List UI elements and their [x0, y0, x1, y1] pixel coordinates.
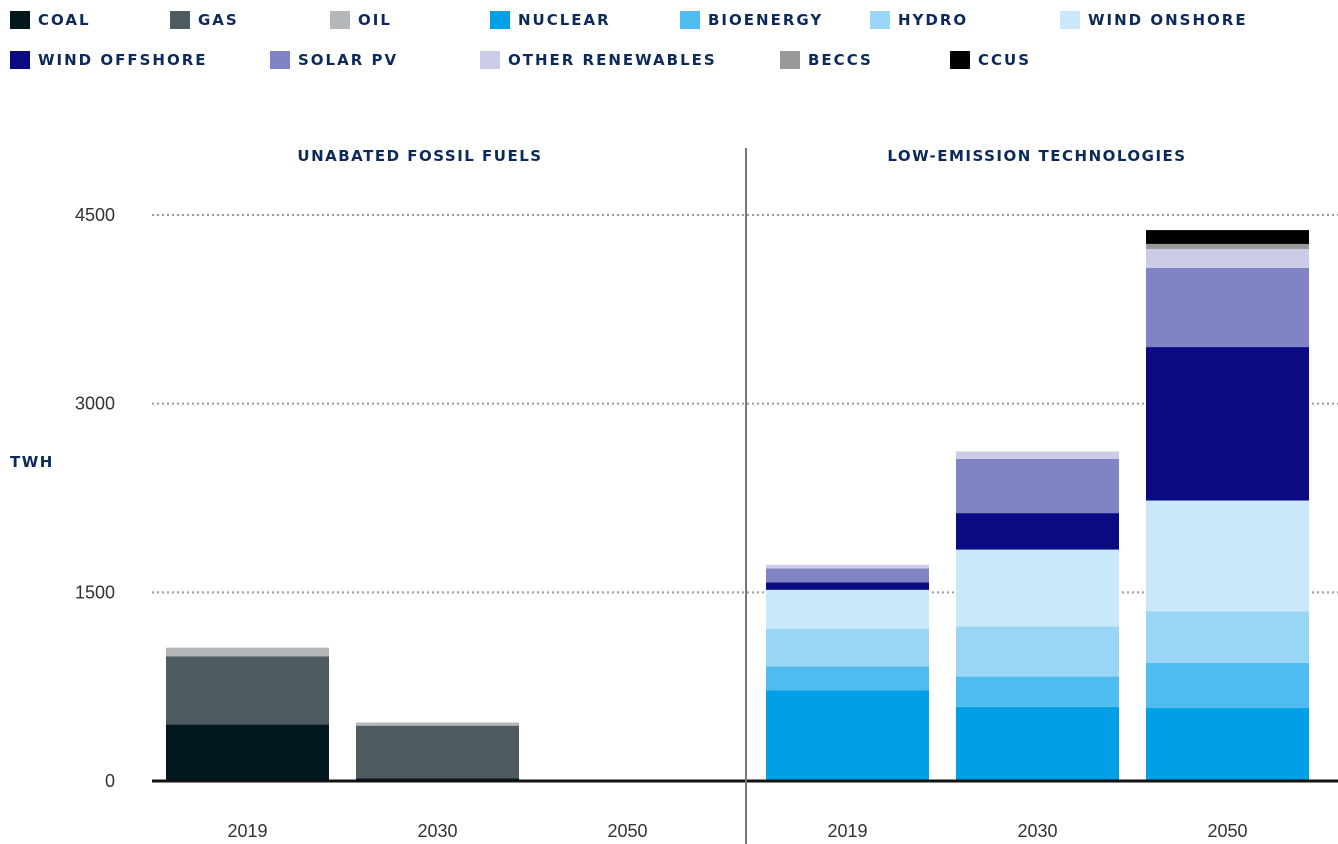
bar-segment-other-renewables [766, 564, 929, 569]
legend-label: CCUS [978, 51, 1031, 69]
legend-item-other-renewables: OTHER RENEWABLES [480, 46, 780, 74]
bar-segment-wind-onshore [1146, 500, 1309, 612]
axes: 0 1500 3000 4500 2019 2030 2050 2019 2030 2050 [75, 148, 1338, 844]
bar-segment-wind-offshore [766, 582, 929, 590]
legend-swatch [780, 51, 800, 69]
legend-label: BECCS [808, 51, 873, 69]
legend-row: COAL GAS OIL NUCLEAR BIOENERGY HYDRO WIN… [10, 6, 1330, 34]
x-tick-label: 2030 [1017, 821, 1057, 841]
legend-swatch [10, 51, 30, 69]
panel-title-low-emission: LOW-EMISSION TECHNOLOGIES [887, 147, 1186, 165]
x-tick-label: 2019 [227, 821, 267, 841]
bar-segment-solar-pv [956, 459, 1119, 514]
legend-label: COAL [38, 11, 91, 29]
legend-label: SOLAR PV [298, 51, 399, 69]
bar-segment-ccus [1146, 230, 1309, 244]
bars [166, 230, 1309, 781]
legend-swatch [170, 11, 190, 29]
legend-label: GAS [198, 11, 239, 29]
bar-segment-bioenergy [766, 666, 929, 691]
y-tick-label: 3000 [75, 394, 115, 414]
bar-segment-solar-pv [766, 568, 929, 583]
x-tick-label: 2030 [417, 821, 457, 841]
bar-segment-beccs [1146, 243, 1309, 249]
x-tick-label: 2019 [827, 821, 867, 841]
bar-segment-bioenergy [1146, 662, 1309, 709]
legend-swatch [330, 11, 350, 29]
legend-item-wind-onshore: WIND ONSHORE [1060, 6, 1250, 34]
legend-label: OTHER RENEWABLES [508, 51, 717, 69]
legend-swatch [10, 11, 30, 29]
bar-segment-bioenergy [956, 676, 1119, 707]
y-tick-label: 1500 [75, 582, 115, 602]
bar-segment-nuclear [956, 706, 1119, 781]
legend-item-coal: COAL [10, 6, 170, 34]
bar-segment-hydro [956, 626, 1119, 677]
x-tick-label: 2050 [607, 821, 647, 841]
legend-swatch [950, 51, 970, 69]
legend-item-hydro: HYDRO [870, 6, 1060, 34]
legend-label: OIL [358, 11, 392, 29]
y-tick-label: 4500 [75, 205, 115, 225]
bar-segment-solar-pv [1146, 267, 1309, 348]
legend-swatch [480, 51, 500, 69]
bar-segment-hydro [1146, 611, 1309, 663]
legend-label: WIND ONSHORE [1088, 11, 1248, 29]
panel-title-fossil: UNABATED FOSSIL FUELS [297, 147, 542, 165]
legend-swatch [870, 11, 890, 29]
bar-segment-oil [166, 647, 329, 657]
bar-segment-gas [166, 656, 329, 725]
y-tick-label: 0 [105, 771, 115, 791]
legend-label: WIND OFFSHORE [38, 51, 208, 69]
legend-swatch [1060, 11, 1080, 29]
legend-item-wind-offshore: WIND OFFSHORE [10, 46, 270, 74]
bar-segment-other-renewables [956, 451, 1119, 460]
legend-swatch [490, 11, 510, 29]
legend-swatch [270, 51, 290, 69]
legend-item-oil: OIL [330, 6, 490, 34]
bar-segment-wind-onshore [766, 589, 929, 629]
legend-label: BIOENERGY [708, 11, 824, 29]
legend-label: NUCLEAR [518, 11, 611, 29]
legend-row: WIND OFFSHORE SOLAR PV OTHER RENEWABLES … [10, 46, 1330, 74]
bar-segment-coal [166, 724, 329, 781]
bar-segment-wind-onshore [956, 549, 1119, 627]
legend-item-bioenergy: BIOENERGY [680, 6, 870, 34]
bar-segment-nuclear [1146, 708, 1309, 781]
legend-item-gas: GAS [170, 6, 330, 34]
legend-item-solar-pv: SOLAR PV [270, 46, 480, 74]
x-tick-label: 2050 [1207, 821, 1247, 841]
legend-label: HYDRO [898, 11, 969, 29]
legend: COAL GAS OIL NUCLEAR BIOENERGY HYDRO WIN… [10, 6, 1330, 86]
bar-segment-nuclear [766, 690, 929, 781]
legend-item-nuclear: NUCLEAR [490, 6, 680, 34]
bar-segment-wind-offshore [1146, 347, 1309, 501]
legend-item-beccs: BECCS [780, 46, 950, 74]
y-axis-label: TWH [10, 453, 54, 471]
bar-segment-oil [356, 722, 519, 726]
bar-segment-other-renewables [1146, 248, 1309, 268]
legend-item-ccus: CCUS [950, 46, 1210, 74]
bar-segment-gas [356, 725, 519, 779]
legend-swatch [680, 11, 700, 29]
bar-segment-wind-offshore [956, 513, 1119, 550]
bar-segment-hydro [766, 628, 929, 667]
